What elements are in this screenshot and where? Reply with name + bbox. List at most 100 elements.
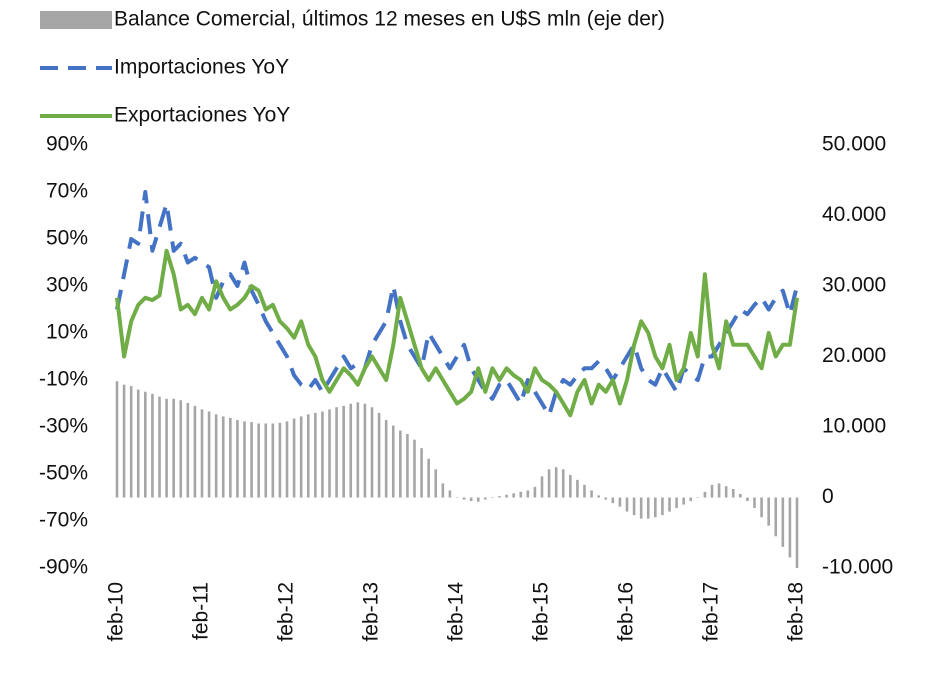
bar	[505, 494, 508, 498]
bar	[646, 497, 650, 519]
x-tick-label: feb-14	[445, 582, 468, 642]
bar	[129, 386, 133, 498]
bar	[406, 434, 409, 498]
bar	[576, 479, 579, 498]
bar	[441, 483, 445, 498]
bar	[767, 497, 770, 526]
y2-tick-label: 0	[822, 485, 834, 508]
bar	[484, 497, 487, 500]
y2-tick-label: 40.000	[822, 203, 886, 226]
bar	[739, 493, 742, 498]
bar	[526, 490, 530, 498]
bar	[604, 497, 608, 500]
line	[115, 248, 799, 418]
bar	[136, 389, 140, 498]
legend-label: Importaciones YoY	[114, 56, 289, 79]
bar	[299, 416, 303, 498]
bar	[476, 497, 480, 502]
bar	[753, 497, 756, 509]
bar	[639, 497, 643, 519]
y2-tick-label: 10.000	[822, 415, 886, 438]
y-tick-label: -70%	[39, 509, 88, 532]
bar	[781, 497, 785, 547]
bar	[413, 439, 416, 498]
bar	[321, 411, 324, 498]
bar	[335, 407, 338, 498]
bar	[356, 402, 360, 498]
bar	[788, 497, 792, 558]
bar	[427, 458, 430, 498]
legend-label: Balance Comercial, últimos 12 meses en U…	[114, 8, 665, 31]
bar	[236, 419, 239, 498]
bar	[618, 497, 622, 507]
bar	[200, 409, 204, 498]
y-tick-label: -90%	[39, 556, 88, 579]
bar	[561, 469, 565, 498]
x-tick-label: feb-16	[615, 582, 638, 642]
bar	[434, 469, 438, 498]
bar	[724, 486, 728, 498]
y2-tick-label: 30.000	[822, 274, 886, 297]
y2-tick-label: -10.000	[822, 556, 893, 579]
bar	[158, 396, 161, 498]
bar	[590, 490, 593, 498]
bar	[682, 497, 685, 505]
bar	[703, 491, 707, 498]
bar	[512, 493, 515, 498]
bar	[207, 411, 211, 498]
x-tick-label: feb-13	[360, 582, 383, 642]
bar	[144, 391, 147, 498]
y-tick-label: 30%	[46, 274, 88, 297]
bar	[151, 393, 154, 498]
bar	[399, 430, 402, 498]
bar	[668, 497, 671, 512]
bar	[498, 496, 501, 498]
bar	[264, 423, 268, 498]
bar	[314, 412, 317, 498]
bar	[533, 486, 537, 498]
bar	[462, 497, 466, 500]
bar	[597, 495, 600, 498]
bar	[625, 497, 629, 512]
y-tick-label: 10%	[46, 321, 88, 344]
x-tick-label: feb-11	[190, 582, 213, 640]
bar	[632, 497, 636, 516]
legend-label: Exportaciones YoY	[114, 104, 290, 127]
bar	[193, 405, 197, 498]
bar	[710, 484, 714, 498]
x-tick-label: feb-17	[700, 582, 723, 642]
bar	[257, 423, 260, 498]
bar	[285, 421, 289, 498]
bar	[342, 405, 345, 498]
bar	[115, 381, 119, 498]
bar	[675, 497, 678, 509]
bar	[554, 467, 558, 498]
bar	[172, 398, 175, 498]
bar	[746, 497, 749, 502]
y-tick-label: -50%	[39, 462, 88, 485]
bar	[491, 497, 494, 498]
x-tick-label: feb-18	[785, 582, 808, 642]
bar	[689, 497, 693, 502]
bar	[795, 497, 799, 568]
y2-tick-label: 50.000	[822, 133, 886, 156]
bar	[370, 407, 374, 498]
bar	[717, 483, 721, 498]
bar	[214, 414, 218, 498]
x-tick-label: feb-12	[275, 582, 298, 642]
y-tick-label: -10%	[39, 368, 88, 391]
bar	[469, 497, 473, 502]
bar	[540, 476, 544, 498]
bar	[349, 403, 353, 498]
bar	[186, 403, 190, 498]
bar	[328, 409, 331, 498]
bar	[661, 497, 664, 516]
bar	[448, 490, 452, 498]
y2-tick-label: 20.000	[822, 344, 886, 367]
y-tick-label: 70%	[46, 180, 88, 203]
y-tick-label: -30%	[39, 415, 88, 438]
line	[115, 190, 799, 418]
bar	[696, 497, 700, 498]
bar	[391, 425, 395, 498]
